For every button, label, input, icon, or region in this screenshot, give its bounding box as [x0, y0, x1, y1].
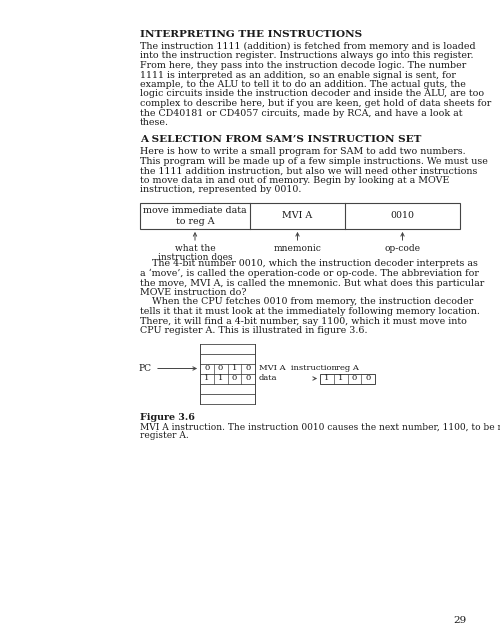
Text: reg A: reg A [336, 363, 359, 372]
Text: MVI A  instruction: MVI A instruction [259, 365, 337, 373]
Text: logic circuits inside the instruction decoder and inside the ALU, are too: logic circuits inside the instruction de… [140, 89, 484, 98]
Text: these.: these. [140, 118, 169, 127]
Text: 1111 is interpreted as an addition, so an enable signal is sent, for: 1111 is interpreted as an addition, so a… [140, 70, 456, 79]
Bar [140, 203, 460, 229]
Text: 0: 0 [246, 375, 251, 382]
Text: There, it will find a 4-bit number, say 1100, which it must move into: There, it will find a 4-bit number, say … [140, 316, 467, 325]
Text: 1: 1 [218, 375, 224, 382]
Text: MVI A: MVI A [282, 212, 312, 221]
Text: PC: PC [138, 364, 151, 373]
Text: example, to the ALU to tell it to do an addition. The actual guts, the: example, to the ALU to tell it to do an … [140, 80, 466, 89]
Text: mnemonic: mnemonic [274, 244, 322, 253]
Text: 1: 1 [232, 365, 237, 373]
Text: Figure 3.6: Figure 3.6 [140, 413, 195, 422]
Text: a ‘move’, is called the operation-code or op-code. The abbreviation for: a ‘move’, is called the operation-code o… [140, 269, 479, 278]
Text: Here is how to write a small program for SAM to add two numbers.: Here is how to write a small program for… [140, 148, 466, 157]
Text: 0: 0 [218, 365, 223, 373]
Text: 1: 1 [204, 375, 210, 382]
Text: This program will be made up of a few simple instructions. We must use: This program will be made up of a few si… [140, 157, 488, 166]
Text: 0: 0 [246, 365, 251, 373]
Text: When the CPU fetches 0010 from memory, the instruction decoder: When the CPU fetches 0010 from memory, t… [140, 297, 473, 306]
Text: data: data [259, 375, 278, 382]
Text: complex to describe here, but if you are keen, get hold of data sheets for: complex to describe here, but if you are… [140, 99, 491, 108]
Text: 0010: 0010 [390, 212, 414, 221]
Text: to move data in and out of memory. Begin by looking at a MOVE: to move data in and out of memory. Begin… [140, 176, 450, 185]
Text: 1: 1 [324, 375, 330, 382]
Text: The 4-bit number 0010, which the instruction decoder interprets as: The 4-bit number 0010, which the instruc… [140, 259, 478, 269]
Text: 0: 0 [232, 375, 237, 382]
Text: instruction does: instruction does [158, 252, 232, 261]
Text: op-code: op-code [384, 244, 420, 253]
Text: register A.: register A. [140, 432, 189, 441]
Text: what the: what the [174, 244, 216, 253]
Text: INTERPRETING THE INSTRUCTIONS: INTERPRETING THE INSTRUCTIONS [140, 30, 362, 39]
Text: tells it that it must look at the immediately following memory location.: tells it that it must look at the immedi… [140, 307, 480, 316]
Text: instruction, represented by 0010.: instruction, represented by 0010. [140, 186, 302, 195]
Text: The instruction 1111 (addition) is fetched from memory and is loaded: The instruction 1111 (addition) is fetch… [140, 42, 475, 51]
Text: into the ⁠instruction register⁠. Instructions always go into this register.: into the ⁠instruction register⁠. Instruc… [140, 51, 473, 60]
Text: move immediate data
to reg A: move immediate data to reg A [143, 206, 247, 226]
Text: CPU register A. This is illustrated in figure 3.6.: CPU register A. This is illustrated in f… [140, 326, 368, 335]
Bar [320, 373, 375, 384]
Text: the CD40181 or CD4057 circuits, made by RCA, and have a look at: the CD40181 or CD4057 circuits, made by … [140, 108, 462, 117]
Text: the 1111 addition instruction, but also we will need other instructions: the 1111 addition instruction, but also … [140, 167, 477, 176]
Text: 0: 0 [204, 365, 210, 373]
Text: MOVE instruction do?: MOVE instruction do? [140, 288, 246, 297]
Text: A SELECTION FROM SAM’S INSTRUCTION SET: A SELECTION FROM SAM’S INSTRUCTION SET [140, 136, 422, 145]
Text: 0: 0 [352, 375, 357, 382]
Text: 1: 1 [338, 375, 344, 382]
Text: MVI A instruction. The instruction 0010 causes the next number, 1100, to be move: MVI A instruction. The instruction 0010 … [140, 423, 500, 432]
Text: the move, MVI A, is called the mnemonic. But what does this particular: the move, MVI A, is called the mnemonic.… [140, 278, 484, 287]
Text: 29: 29 [454, 616, 466, 625]
Text: From here, they pass into the instruction decode logic. The number: From here, they pass into the instructio… [140, 61, 466, 70]
Text: 0: 0 [366, 375, 371, 382]
